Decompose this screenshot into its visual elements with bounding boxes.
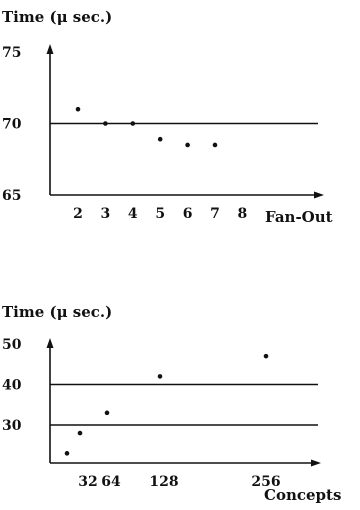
chart2-x-tick: 32 bbox=[78, 474, 97, 490]
chart-concepts: Time (μ sec.) 50 40 30 32 64 128 256 Concepts bbox=[2, 303, 341, 504]
chart1-x-label: Fan-Out bbox=[265, 208, 333, 226]
chart1-data-point bbox=[103, 121, 108, 126]
chart1-data-point bbox=[157, 136, 163, 142]
chart2-data-point bbox=[157, 374, 163, 379]
chart2-x-tick: 128 bbox=[149, 474, 178, 490]
chart1-data-point bbox=[130, 121, 136, 126]
chart1-x-tick: 2 bbox=[73, 206, 83, 222]
chart2-y-tick: 40 bbox=[2, 378, 22, 394]
chart2-data-point bbox=[104, 410, 110, 416]
chart1-x-tick: 4 bbox=[128, 206, 138, 222]
chart1-x-tick: 8 bbox=[238, 206, 248, 222]
chart1-data-point bbox=[75, 106, 81, 112]
chart2-x-tick: 64 bbox=[101, 474, 121, 490]
chart1-y-tick: 70 bbox=[2, 117, 22, 133]
chart1-data-point bbox=[212, 142, 218, 148]
chart1-y-tick: 65 bbox=[2, 188, 21, 204]
chart2-y-tick: 30 bbox=[2, 418, 22, 434]
chart1-x-tick: 6 bbox=[183, 206, 193, 222]
chart1-y-arrow bbox=[46, 44, 54, 54]
chart1-x-tick: 3 bbox=[101, 206, 111, 222]
chart1-data-point bbox=[185, 142, 190, 148]
chart2-x-label: Concepts bbox=[264, 486, 341, 504]
chart2-y-tick: 50 bbox=[2, 337, 22, 353]
chart1-x-tick: 7 bbox=[210, 206, 220, 222]
chart2-data-point bbox=[263, 353, 269, 359]
chart2-y-label: Time (μ sec.) bbox=[2, 303, 112, 321]
chart-fanout: Time (μ sec.) 75 70 65 2 3 4 5 6 7 8 Fan-Out bbox=[2, 8, 333, 226]
chart1-x-arrow bbox=[314, 191, 324, 199]
chart2-data-point bbox=[64, 451, 70, 456]
chart1-x-tick: 5 bbox=[155, 206, 165, 222]
chart2-y-arrow bbox=[46, 338, 54, 348]
chart2-x-arrow bbox=[311, 459, 321, 467]
chart1-y-label: Time (μ sec.) bbox=[2, 8, 112, 26]
chart1-y-tick: 75 bbox=[2, 45, 21, 61]
chart2-x-tick: 256 bbox=[251, 474, 280, 490]
chart2-data-point bbox=[77, 430, 83, 436]
